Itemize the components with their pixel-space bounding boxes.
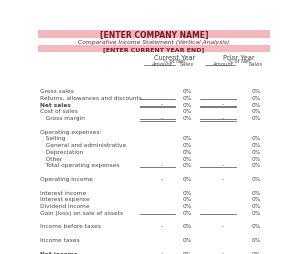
Text: Depreciation: Depreciation <box>40 149 83 154</box>
Text: -: - <box>221 102 224 107</box>
Text: 0%: 0% <box>183 102 192 107</box>
Text: 0%: 0% <box>251 210 261 215</box>
Text: General and administrative: General and administrative <box>40 142 126 148</box>
Text: [ENTER COMPANY NAME]: [ENTER COMPANY NAME] <box>100 30 208 39</box>
Text: [ENTER CURRENT YEAR END]: [ENTER CURRENT YEAR END] <box>103 47 204 52</box>
Text: Interest income: Interest income <box>40 190 86 195</box>
Text: 0%: 0% <box>183 190 192 195</box>
Text: Sales: Sales <box>249 62 263 67</box>
Text: 0%: 0% <box>251 116 261 121</box>
Text: Gross margin: Gross margin <box>40 116 85 121</box>
Text: 0%: 0% <box>183 163 192 168</box>
Text: -: - <box>221 224 224 229</box>
Text: -: - <box>161 163 163 168</box>
Text: Returns, allowances and discounts: Returns, allowances and discounts <box>40 95 142 100</box>
Text: Dividend income: Dividend income <box>40 203 89 208</box>
Text: Prior Year: Prior Year <box>223 54 255 60</box>
Text: 0%: 0% <box>183 116 192 121</box>
Text: 0%: 0% <box>183 250 192 254</box>
Text: 0%: 0% <box>251 109 261 114</box>
Text: 0%: 0% <box>183 142 192 148</box>
Text: 0%: 0% <box>251 102 261 107</box>
Text: Comparative Income Statement (Vertical Analysis): Comparative Income Statement (Vertical A… <box>78 40 230 45</box>
Text: 0%: 0% <box>251 142 261 148</box>
Text: Operating income: Operating income <box>40 176 93 181</box>
Text: 0%: 0% <box>183 89 192 94</box>
Text: 0%: 0% <box>251 95 261 100</box>
FancyBboxPatch shape <box>38 39 270 46</box>
Text: 0%: 0% <box>183 149 192 154</box>
Text: -: - <box>221 163 224 168</box>
Text: Gross sales: Gross sales <box>40 89 74 94</box>
Text: Selling: Selling <box>40 136 65 141</box>
Text: Cost of sales: Cost of sales <box>40 109 78 114</box>
Text: 0%: 0% <box>183 136 192 141</box>
Text: -: - <box>161 224 163 229</box>
Text: 0%: 0% <box>251 176 261 181</box>
FancyBboxPatch shape <box>38 46 270 53</box>
Text: Current Year: Current Year <box>154 54 195 60</box>
Text: 0%: 0% <box>251 197 261 202</box>
Text: Total operating expenses: Total operating expenses <box>40 163 119 168</box>
Text: 0%: 0% <box>183 237 192 242</box>
Text: Income taxes: Income taxes <box>40 237 80 242</box>
Text: Gain (loss) on sale of assets: Gain (loss) on sale of assets <box>40 210 123 215</box>
Text: 0%: 0% <box>251 163 261 168</box>
Text: Other: Other <box>40 156 62 161</box>
FancyBboxPatch shape <box>38 31 270 39</box>
Text: Net sales: Net sales <box>40 102 71 107</box>
Text: 0%: 0% <box>251 156 261 161</box>
Text: 0%: 0% <box>251 136 261 141</box>
Text: % of Net: % of Net <box>164 59 186 64</box>
Text: 0%: 0% <box>183 203 192 208</box>
Text: 0%: 0% <box>183 210 192 215</box>
Text: -: - <box>161 176 163 181</box>
Text: 0%: 0% <box>183 95 192 100</box>
Text: 0%: 0% <box>251 224 261 229</box>
Text: Amount: Amount <box>152 62 172 67</box>
Text: Income before taxes: Income before taxes <box>40 224 101 229</box>
Text: Interest expense: Interest expense <box>40 197 90 202</box>
Text: 0%: 0% <box>251 89 261 94</box>
Text: 0%: 0% <box>183 197 192 202</box>
Text: 0%: 0% <box>251 203 261 208</box>
Text: -: - <box>221 116 224 121</box>
Text: 0%: 0% <box>183 109 192 114</box>
Text: -: - <box>221 250 224 254</box>
Text: 0%: 0% <box>183 176 192 181</box>
Text: Net income: Net income <box>40 250 78 254</box>
Text: -: - <box>221 176 224 181</box>
Text: 0%: 0% <box>183 156 192 161</box>
Text: 0%: 0% <box>183 224 192 229</box>
Text: % of Net: % of Net <box>228 59 250 64</box>
Text: Amount: Amount <box>212 62 233 67</box>
Text: 0%: 0% <box>251 250 261 254</box>
Text: 0%: 0% <box>251 190 261 195</box>
Text: Sales: Sales <box>180 62 194 67</box>
Text: Operating expenses:: Operating expenses: <box>40 129 101 134</box>
Text: -: - <box>161 250 163 254</box>
Text: -: - <box>161 102 163 107</box>
Text: 0%: 0% <box>251 237 261 242</box>
Text: -: - <box>161 116 163 121</box>
Text: 0%: 0% <box>251 149 261 154</box>
